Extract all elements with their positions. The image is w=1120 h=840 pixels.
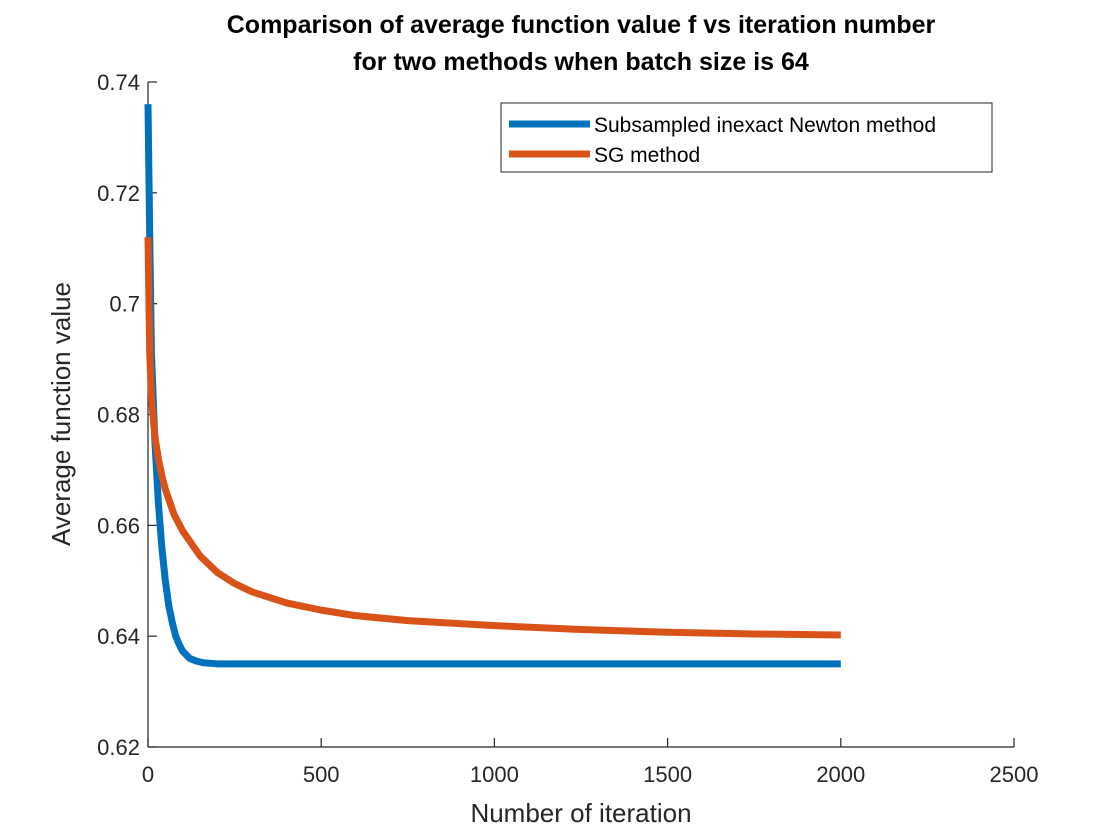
y-tick-label: 0.68 xyxy=(97,403,140,428)
y-tick-label: 0.74 xyxy=(97,70,140,95)
x-tick-label: 500 xyxy=(303,762,340,787)
x-axis-label: Number of iteration xyxy=(470,798,691,828)
series-layer xyxy=(144,104,841,668)
y-tick-label: 0.7 xyxy=(109,292,140,317)
series-line-sg xyxy=(144,237,841,639)
legend-label-sg: SG method xyxy=(594,144,700,167)
chart-title-line-1: Comparison of average function value f v… xyxy=(227,11,936,39)
y-tick-label: 0.66 xyxy=(97,513,140,538)
x-ticks: 0 500 1000 1500 2000 2500 xyxy=(142,738,1039,787)
y-tick-label: 0.62 xyxy=(97,735,140,760)
x-tick-label: 1000 xyxy=(470,762,519,787)
legend: Subsampled inexact Newton method SG meth… xyxy=(500,102,993,173)
y-tick-label: 0.64 xyxy=(97,624,140,649)
y-ticks: 0.62 0.64 0.66 0.68 0.7 0.72 0.74 xyxy=(97,70,157,760)
legend-box xyxy=(500,102,993,173)
legend-label-newton: Subsampled inexact Newton method xyxy=(594,114,936,137)
x-tick-label: 2500 xyxy=(990,762,1039,787)
x-tick-label: 1500 xyxy=(643,762,692,787)
y-axis-label: Average function value xyxy=(46,282,76,546)
y-tick-label: 0.72 xyxy=(97,181,140,206)
series-line-newton xyxy=(144,104,841,668)
chart-title-line-2: for two methods when batch size is 64 xyxy=(353,48,809,76)
x-tick-label: 0 xyxy=(142,762,154,787)
x-tick-label: 2000 xyxy=(816,762,865,787)
